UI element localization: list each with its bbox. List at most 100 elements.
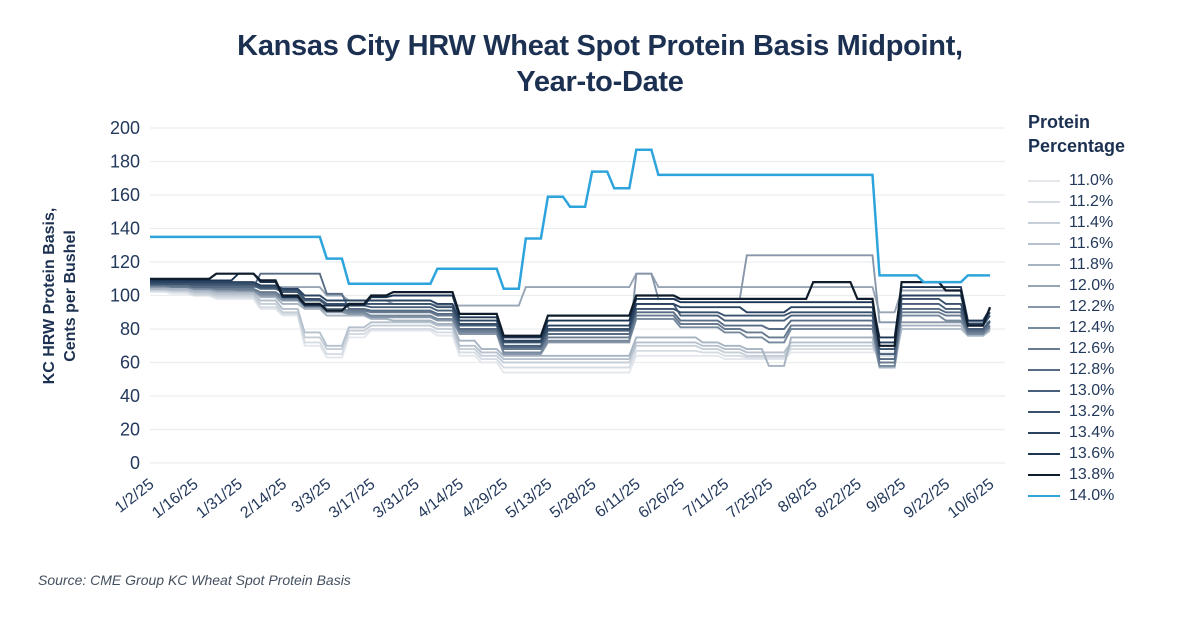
- series-line-13-8: [150, 272, 992, 347]
- y-tick-label: 140: [110, 219, 140, 239]
- x-tick-label: 4/29/25: [459, 476, 512, 522]
- legend-item: 13.8%: [1028, 464, 1196, 485]
- y-tick-label: 200: [110, 118, 140, 138]
- x-tick-label: 9/22/25: [901, 476, 954, 522]
- legend-swatch: [1028, 473, 1060, 476]
- legend-label: 13.0%: [1069, 381, 1115, 399]
- legend-label: 13.6%: [1069, 444, 1115, 462]
- series-line-12-4: [150, 284, 991, 367]
- legend-item: 13.4%: [1028, 422, 1196, 443]
- legend-label: 12.0%: [1069, 276, 1115, 294]
- legend-label: 12.6%: [1069, 339, 1115, 357]
- legend-swatch: [1028, 179, 1060, 182]
- chart-title-line1: Kansas City HRW Wheat Spot Protein Basis…: [237, 30, 963, 62]
- legend-items: 11.0% 11.2% 11.4% 11.6% 11.8% 12.0% 12.2% 12.4%…: [1028, 170, 1196, 506]
- legend: Protein Percentage 11.0% 11.2% 11.4% 11.6% 1…: [1028, 110, 1196, 506]
- y-tick-label: 160: [110, 185, 140, 205]
- series-line-11-8: [150, 287, 991, 369]
- series-line-13-0: [150, 282, 991, 356]
- y-tick-label: 20: [120, 420, 140, 440]
- series-line-11-6: [150, 287, 991, 364]
- legend-swatch: [1028, 452, 1060, 455]
- series-line-12-2: [150, 254, 991, 356]
- x-tick-label: 1/31/25: [193, 476, 246, 522]
- legend-swatch: [1028, 284, 1060, 287]
- legend-label: 12.4%: [1069, 318, 1115, 336]
- legend-swatch: [1028, 410, 1060, 413]
- legend-title: Protein Percentage: [1028, 110, 1196, 158]
- legend-item: 14.0%: [1028, 485, 1196, 506]
- legend-label: 11.4%: [1069, 213, 1114, 231]
- legend-label: 11.6%: [1069, 234, 1114, 252]
- legend-item: 13.6%: [1028, 443, 1196, 464]
- legend-swatch: [1028, 326, 1060, 329]
- legend-item: 13.2%: [1028, 401, 1196, 422]
- legend-swatch: [1028, 347, 1060, 350]
- legend-swatch: [1028, 200, 1060, 203]
- legend-swatch: [1028, 368, 1060, 371]
- legend-swatch: [1028, 389, 1060, 392]
- legend-item: 11.0%: [1028, 170, 1196, 191]
- x-tick-label: 5/13/25: [503, 476, 556, 522]
- legend-label: 12.2%: [1069, 297, 1115, 315]
- legend-title-line2: Percentage: [1028, 136, 1126, 156]
- series-line-11-2: [150, 289, 991, 369]
- y-tick-label: 100: [110, 286, 140, 306]
- x-tick-label: 6/11/25: [592, 476, 644, 522]
- legend-swatch: [1028, 242, 1060, 245]
- legend-label: 11.8%: [1069, 255, 1114, 273]
- legend-label: 11.2%: [1069, 192, 1114, 210]
- legend-item: 11.8%: [1028, 254, 1196, 275]
- legend-label: 11.0%: [1069, 171, 1114, 189]
- legend-label: 13.8%: [1069, 465, 1115, 483]
- series-line-11-0: [150, 291, 991, 374]
- legend-swatch: [1028, 431, 1060, 434]
- x-tick-label: 8/22/25: [812, 476, 865, 522]
- x-tick-label: 2/14/25: [238, 476, 291, 522]
- series-line-14-0: [150, 148, 990, 291]
- x-tick-label: 3/17/25: [326, 476, 379, 522]
- legend-item: 11.2%: [1028, 191, 1196, 212]
- y-tick-label: 120: [110, 252, 140, 272]
- legend-swatch: [1028, 221, 1060, 224]
- legend-item: 11.6%: [1028, 233, 1196, 254]
- y-tick-label: 40: [120, 386, 140, 406]
- series-line-12-8: [150, 272, 991, 361]
- legend-title-line1: Protein: [1028, 112, 1091, 132]
- legend-swatch: [1028, 263, 1060, 266]
- x-tick-label: 7/25/25: [724, 476, 777, 522]
- series-line-13-6: [150, 272, 991, 339]
- legend-item: 12.4%: [1028, 317, 1196, 338]
- x-tick-label: 7/11/25: [681, 476, 733, 522]
- legend-label: 12.8%: [1069, 360, 1115, 378]
- x-tick-label: 5/28/25: [547, 476, 600, 522]
- legend-item: 12.2%: [1028, 296, 1196, 317]
- chart-title-line2: Year-to-Date: [516, 66, 684, 98]
- x-tick-label: 4/14/25: [414, 476, 467, 522]
- legend-item: 12.8%: [1028, 359, 1196, 380]
- legend-label: 14.0%: [1069, 486, 1115, 504]
- series-line-13-2: [150, 282, 991, 351]
- y-tick-label: 80: [120, 319, 140, 339]
- legend-item: 11.4%: [1028, 212, 1196, 233]
- legend-label: 13.2%: [1069, 402, 1115, 420]
- series-line-13-4: [150, 281, 991, 344]
- legend-item: 12.6%: [1028, 338, 1196, 359]
- chart-title: Kansas City HRW Wheat Spot Protein Basis…: [110, 28, 1090, 100]
- legend-item: 13.0%: [1028, 380, 1196, 401]
- source-note: Source: CME Group KC Wheat Spot Protein …: [38, 572, 351, 588]
- y-tick-label: 180: [110, 152, 140, 172]
- y-tick-label: 0: [130, 453, 140, 473]
- x-tick-label: 3/31/25: [370, 476, 423, 522]
- series-line-11-4: [150, 289, 991, 364]
- legend-label: 13.4%: [1069, 423, 1115, 441]
- x-tick-label: 6/26/25: [635, 476, 688, 522]
- x-tick-label: 10/6/25: [945, 476, 998, 522]
- x-tick-label: 1/16/25: [149, 476, 202, 522]
- y-tick-label: 60: [120, 353, 140, 373]
- legend-item: 12.0%: [1028, 275, 1196, 296]
- legend-swatch: [1028, 494, 1060, 497]
- legend-swatch: [1028, 305, 1060, 308]
